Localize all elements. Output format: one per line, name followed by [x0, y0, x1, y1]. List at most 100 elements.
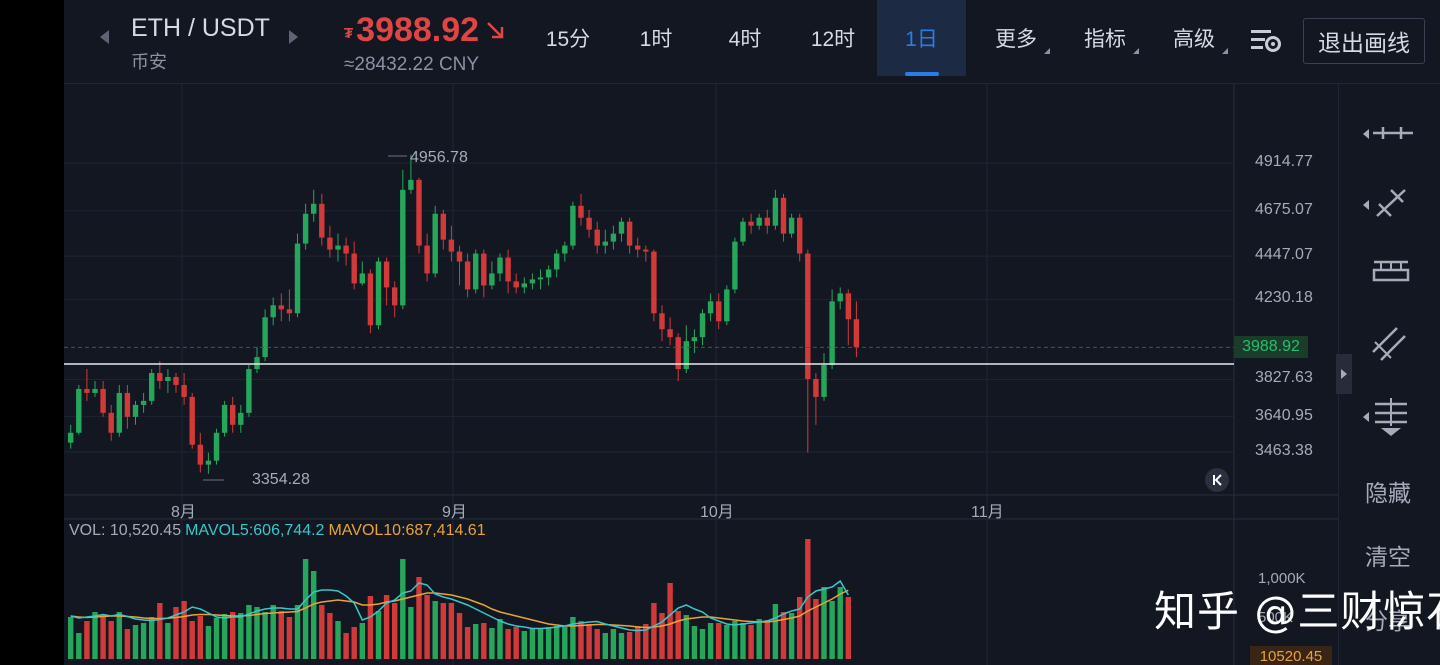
candle-body: [213, 432, 220, 461]
candle-body: [707, 301, 714, 314]
horizontal-line-tool[interactable]: [1363, 111, 1415, 155]
fibonacci-icon: [1375, 398, 1407, 436]
candle-body: [586, 217, 592, 230]
volume-bar: [335, 621, 341, 659]
candle-body: [197, 444, 203, 465]
fibonacci-tool[interactable]: [1363, 394, 1415, 438]
chart-overlays: [64, 155, 1234, 481]
candle-body: [140, 400, 147, 405]
candle-body: [205, 460, 212, 465]
volume-bar: [554, 626, 560, 659]
clear-button[interactable]: 清空: [1365, 544, 1411, 570]
candle-body: [651, 251, 657, 314]
exit-drawing-button[interactable]: 退出画线: [1303, 18, 1425, 64]
candle-body: [84, 388, 90, 393]
dropdown-corner-icon: [1133, 48, 1139, 54]
low-price-label: 3354.28: [252, 471, 310, 488]
prev-pair-arrow-icon[interactable]: [100, 30, 109, 44]
candle-body: [319, 203, 325, 238]
candlestick-series: [68, 154, 860, 474]
scroll-to-latest-button[interactable]: [1205, 468, 1229, 492]
volume-bar: [473, 624, 479, 659]
mavol5-value: MAVOL5:606,744.2: [185, 522, 325, 539]
candle-body: [845, 293, 851, 320]
hide-button[interactable]: 隐藏: [1365, 480, 1411, 506]
next-pair-arrow-icon[interactable]: [289, 30, 298, 44]
volume-bar: [545, 627, 552, 659]
volume-bar: [375, 611, 382, 659]
trend-line-tool[interactable]: [1363, 182, 1415, 226]
volume-bar: [829, 601, 835, 659]
candle-body: [529, 279, 536, 284]
parallel-channel-tool[interactable]: [1363, 322, 1415, 366]
volume-bar: [416, 577, 422, 659]
mavol-lines: [70, 579, 849, 632]
candle-body: [675, 337, 681, 370]
volume-bar: [351, 627, 357, 659]
volume-bar: [626, 632, 633, 659]
candle-body: [537, 277, 544, 280]
candle-body: [189, 396, 195, 445]
candle-body: [311, 203, 317, 214]
trend-down-icon: [487, 22, 504, 39]
candle-body: [367, 273, 374, 326]
more-menu[interactable]: 更多: [986, 0, 1050, 76]
ruler-icon: [1372, 260, 1410, 282]
volume-bar: [213, 618, 220, 659]
candle-body: [424, 245, 430, 274]
timeframe-4h[interactable]: 4时: [728, 28, 762, 51]
candle-body: [132, 404, 139, 417]
timeframe-12h[interactable]: 12时: [810, 28, 856, 51]
volume-bar: [780, 612, 787, 659]
volume-value-tag: 10520.45: [1250, 646, 1332, 665]
volume-bar: [173, 607, 179, 659]
volume-bar: [327, 613, 333, 659]
mavol10-value: MAVOL10:687,414.61: [328, 522, 486, 539]
volume-bar: [270, 605, 276, 659]
volume-bar: [100, 615, 106, 659]
volume-bar: [699, 629, 706, 659]
measure-tool[interactable]: [1363, 250, 1415, 294]
candle-body: [643, 249, 649, 252]
trend-line-icon: [1376, 189, 1406, 217]
volume-bar: [367, 596, 374, 659]
chart-settings-icon[interactable]: [1250, 26, 1282, 54]
candle-body: [740, 221, 746, 242]
active-tab-indicator: [905, 72, 939, 76]
volume-bar: [732, 621, 738, 659]
tool-expand-icon: [1363, 200, 1369, 210]
candle-body: [343, 245, 349, 254]
volume-bar: [845, 597, 851, 659]
indicators-menu[interactable]: 指标: [1075, 0, 1139, 76]
y-tick-label: 4230.18: [1255, 289, 1313, 307]
share-button[interactable]: 分享: [1365, 608, 1411, 634]
candle-body: [618, 221, 625, 234]
volume-bar: [521, 631, 527, 659]
timeframe-1h[interactable]: 1时: [639, 28, 673, 51]
volume-bar: [481, 623, 487, 659]
candle-body: [116, 392, 122, 433]
mavol10-line: [70, 589, 849, 629]
horizontal-line-icon: [1373, 127, 1413, 139]
candle-body: [594, 229, 600, 246]
toolbar-collapse-button[interactable]: [1336, 354, 1352, 394]
tool-expand-icon: [1363, 412, 1369, 422]
candle-body: [76, 388, 82, 433]
mavol5-line: [70, 579, 849, 632]
candle-body: [456, 251, 463, 262]
candle-body: [683, 341, 689, 370]
volume-bar: [84, 621, 90, 659]
chevron-right-icon: [1341, 369, 1347, 379]
volume-bar: [359, 623, 365, 659]
timeframe-15m[interactable]: 15分: [545, 28, 591, 51]
volume-bar: [108, 621, 114, 659]
candle-body: [610, 233, 617, 242]
advanced-menu[interactable]: 高级: [1164, 0, 1228, 76]
candle-body: [100, 388, 106, 413]
price-chart[interactable]: [64, 84, 1338, 665]
pair-name[interactable]: ETH / USDT: [131, 14, 270, 42]
currency-symbol: ₮: [344, 24, 354, 42]
candle-body: [602, 241, 608, 246]
timeframe-1d[interactable]: 1日: [877, 0, 966, 76]
volume-bar: [157, 603, 163, 659]
